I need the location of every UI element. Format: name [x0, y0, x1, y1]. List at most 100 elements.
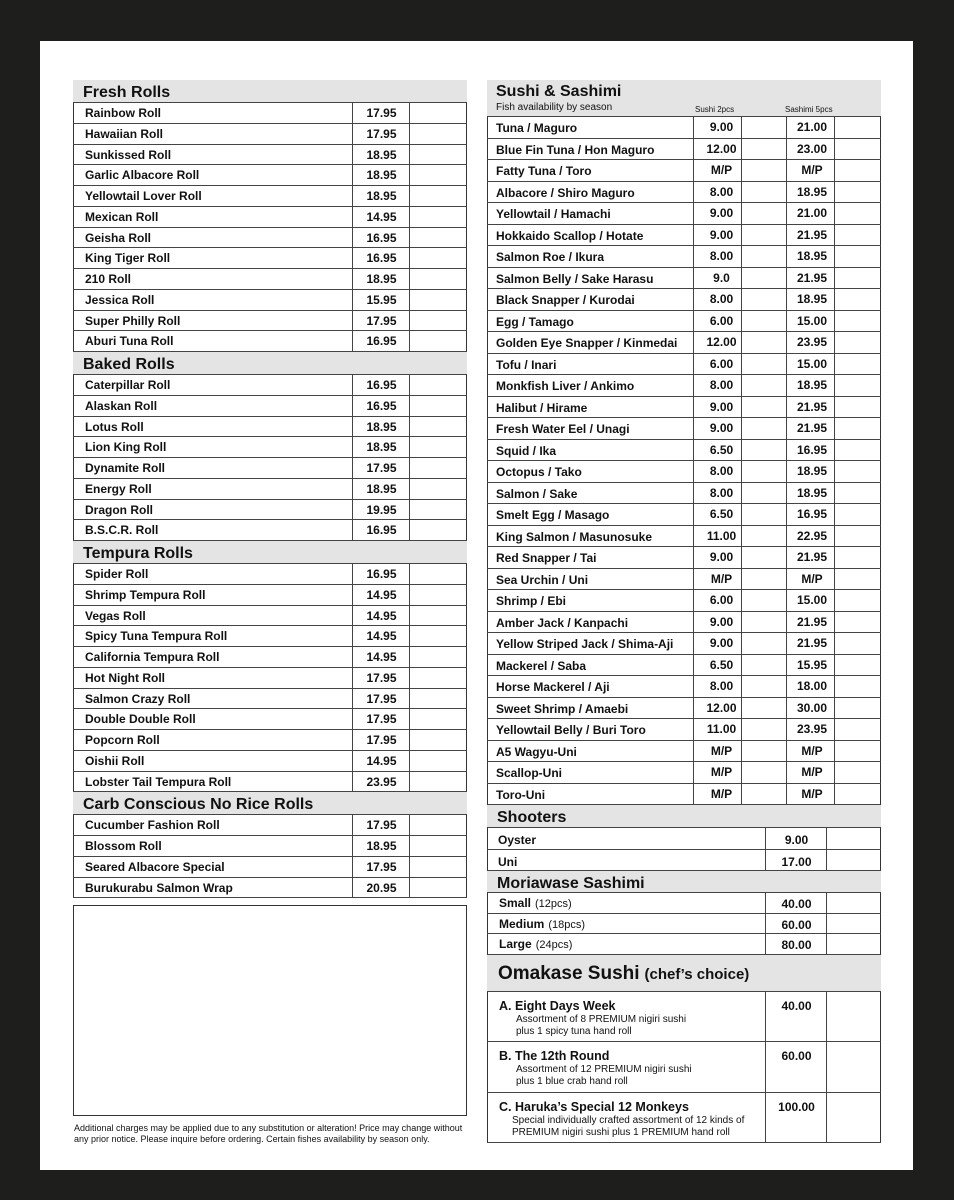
- item-name: Burukurabu Salmon Wrap: [85, 880, 233, 895]
- item-price: 23.95: [366, 774, 397, 789]
- sashimi-price: 15.95: [796, 657, 828, 672]
- item-name: A5 Wagyu-Uni: [496, 744, 577, 759]
- sushi-cell: [694, 461, 742, 483]
- blank-cell: [742, 117, 787, 139]
- item-name: Salmon / Sake: [496, 486, 578, 501]
- price-cell: [353, 206, 410, 228]
- blank-cell: [410, 207, 467, 228]
- item-description: PREMIUM nigiri sushi plus 1 PREMIUM hand…: [512, 1126, 730, 1138]
- sushi-cell: [694, 525, 742, 547]
- sushi-price: 11.00: [706, 722, 737, 736]
- item-price: 18.95: [366, 440, 397, 455]
- item-price: 17.95: [366, 670, 397, 685]
- sashimi-price: 21.95: [796, 399, 828, 414]
- blank-cell: [742, 740, 787, 762]
- blank-cell: [410, 709, 467, 730]
- sashimi-cell: [787, 525, 835, 547]
- sushi-price: 9.00: [709, 206, 734, 220]
- blank-cell: [835, 526, 881, 547]
- sashimi-cell: [787, 482, 835, 504]
- price-cell: [766, 913, 827, 935]
- item-name: Red Snapper / Tai: [496, 551, 597, 565]
- blank-cell: [410, 248, 467, 269]
- sashimi-price: M/P: [801, 571, 823, 586]
- price-cell: [353, 836, 410, 857]
- price-cell: [353, 564, 410, 585]
- row-cell: [73, 206, 353, 228]
- sashimi-price: 22.95: [796, 528, 828, 543]
- row-cell: [487, 934, 766, 956]
- item-name: Aburi Tuna Roll: [85, 334, 174, 349]
- section-header: [73, 352, 467, 375]
- price-cell: [353, 709, 410, 730]
- sashimi-price: 18.95: [796, 184, 828, 199]
- sushi-price: 12.00: [706, 335, 737, 349]
- blank-cell: [835, 289, 881, 311]
- sushi-price: 9.00: [709, 550, 734, 564]
- item-description: plus 1 spicy tuna hand roll: [516, 1026, 632, 1037]
- blank-cell: [410, 647, 467, 668]
- item-price: 15.95: [366, 292, 397, 307]
- blank-cell: [742, 375, 787, 397]
- blank-cell: [827, 914, 881, 935]
- sushi-cell: [694, 117, 742, 139]
- sashimi-price: 21.95: [796, 227, 828, 242]
- item-price: 80.00: [781, 938, 812, 953]
- sushi-cell: [694, 396, 742, 418]
- footnote: Additional charges may be applied due to…: [74, 1123, 463, 1133]
- item-price: 18.95: [366, 147, 397, 162]
- sushi-cell: [694, 740, 742, 762]
- item-name: California Tempura Roll: [85, 650, 220, 664]
- item-name: Mexican Roll: [85, 209, 159, 224]
- blank-cell: [742, 762, 787, 784]
- blank-cell: [827, 992, 881, 1043]
- blank-cell: [410, 165, 467, 186]
- price-cell: [353, 499, 410, 521]
- blank-cell: [410, 331, 467, 352]
- item-name: Double Double Roll: [85, 712, 196, 727]
- item-name: Spicy Tuna Tempura Roll: [85, 629, 228, 644]
- row-cell: [487, 676, 694, 698]
- row-cell: [487, 246, 694, 268]
- sashimi-price: 21.95: [796, 270, 828, 285]
- item-price: 14.95: [366, 587, 397, 602]
- item-price: 40.00: [781, 999, 812, 1013]
- price-cell: [353, 395, 410, 417]
- item-name: Tuna / Maguro: [496, 121, 578, 135]
- section-title: Omakase Sushi (chef’s choice): [498, 955, 868, 992]
- item-price: 14.95: [366, 209, 397, 224]
- sashimi-cell: [787, 697, 835, 719]
- price-cell: [353, 310, 410, 332]
- sashimi-price: M/P: [801, 786, 823, 801]
- sushi-price: 9.00: [709, 614, 734, 629]
- sushi-price: 8.00: [709, 679, 734, 693]
- sashimi-cell: [787, 246, 835, 268]
- item-name: Hawaiian Roll: [85, 126, 164, 141]
- item-price: 9.00: [784, 833, 809, 847]
- blank-cell: [742, 332, 787, 354]
- item-price: 16.95: [366, 251, 397, 266]
- row-cell: [73, 375, 353, 396]
- price-cell: [353, 667, 410, 689]
- blank-cell: [835, 698, 881, 719]
- sashimi-cell: [787, 676, 835, 698]
- blank-cell: [742, 783, 787, 805]
- blank-cell: [410, 186, 467, 207]
- blank-cell: [835, 418, 881, 440]
- item-name: Fatty Tuna / Toro: [496, 164, 592, 178]
- item-name: Hot Night Roll: [85, 670, 165, 685]
- item-name: Salmon Roe / Ikura: [496, 250, 605, 264]
- sushi-price: 6.00: [709, 313, 734, 328]
- row-cell: [487, 203, 694, 225]
- price-cell: [353, 771, 410, 793]
- size-name: Small: [499, 896, 532, 910]
- section-title: Sushi & Sashimi: [496, 83, 622, 100]
- row-cell: [487, 611, 694, 633]
- price-cell: [353, 289, 410, 311]
- blank-cell: [835, 440, 881, 461]
- blank-cell: [835, 160, 881, 182]
- sushi-price: 12.00: [706, 700, 737, 715]
- sashimi-cell: [787, 504, 835, 526]
- row-cell: [487, 396, 694, 418]
